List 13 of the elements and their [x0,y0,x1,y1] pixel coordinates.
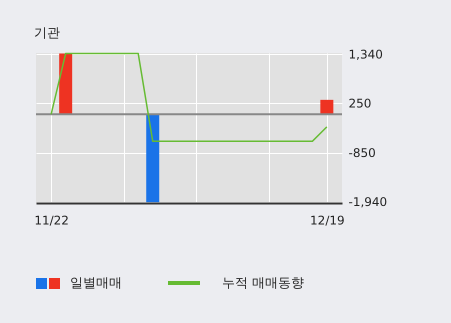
chart-title: 기관 [34,26,60,41]
legend-label: 일별매매 [70,275,122,292]
y-tick-label: 1,340 [348,47,383,62]
bar [320,100,334,114]
x-tick-label: 11/22 [34,214,69,228]
legend-label: 누적 매매동향 [222,275,304,292]
x-tick-label: 12/19 [310,214,345,228]
y-tick-label: -850 [348,146,376,160]
bar [59,53,72,114]
bar [146,114,160,202]
y-tick-label: 250 [348,96,372,110]
line-series [50,52,328,142]
y-tick-label: -1,940 [348,195,388,210]
